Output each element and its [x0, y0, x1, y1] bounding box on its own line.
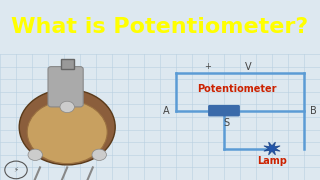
Text: Lamp: Lamp — [257, 156, 287, 166]
Polygon shape — [264, 142, 280, 155]
Circle shape — [28, 149, 43, 161]
Text: +: + — [204, 62, 212, 71]
Circle shape — [92, 149, 106, 161]
Text: S: S — [223, 118, 229, 128]
Text: V: V — [245, 62, 251, 72]
Text: What is Potentiometer?: What is Potentiometer? — [12, 17, 308, 37]
Circle shape — [60, 101, 75, 113]
Text: ⚡: ⚡ — [13, 167, 19, 173]
Text: B: B — [310, 106, 317, 116]
FancyBboxPatch shape — [48, 67, 83, 107]
FancyBboxPatch shape — [209, 106, 239, 116]
Circle shape — [19, 89, 115, 165]
Text: A: A — [163, 106, 170, 116]
Circle shape — [27, 101, 107, 164]
Text: Potentiometer: Potentiometer — [197, 84, 276, 94]
Bar — [61, 59, 74, 69]
